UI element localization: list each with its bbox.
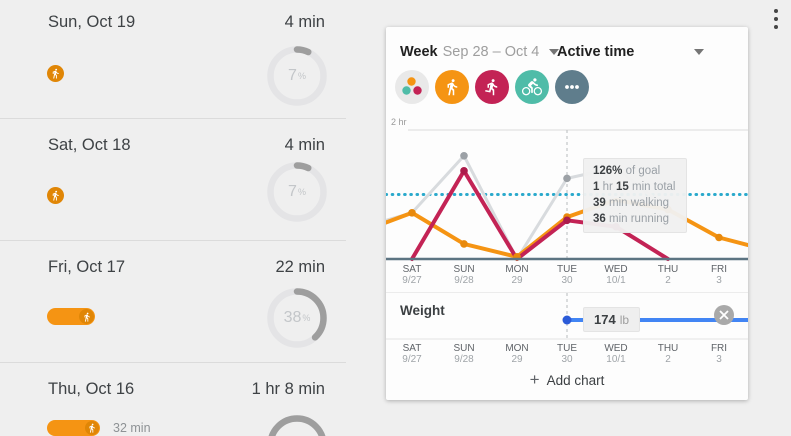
day-date: Fri, Oct 17 [48,258,126,276]
more-activities-button[interactable] [555,70,589,104]
x-tick: SAT 9/27 [402,343,422,365]
weight-chart-x-axis: SAT 9/27 SUN 9/28 MON 29 TUE 30 WED 10/1 THU 2 FRI 3 [386,343,748,367]
walking-duration-bar [47,308,95,325]
cycling-icon [522,78,542,96]
day-summary-row[interactable]: Fri, Oct 17 22 min 38% [0,240,370,362]
active-chart-x-axis: SAT 9/27 SUN 9/28 MON 29 TUE 30 WED 10/1 THU 2 FRI 3 [386,264,748,288]
day-active-time: 1 hr 8 min [251,380,325,398]
day-summary-row[interactable]: Sat, Oct 18 4 min 7% [0,118,370,240]
period-label: Week [400,44,438,60]
plus-icon: + [529,370,540,389]
day-active-time: 4 min [284,136,325,154]
running-filter-button[interactable] [475,70,509,104]
chevron-down-icon [549,49,560,55]
row-divider [0,362,346,363]
day-date: Thu, Oct 16 [48,380,135,398]
week-selector[interactable]: Week Sep 28 – Oct 4 [400,43,560,61]
daily-summary-list: Sun, Oct 19 4 min 7% Sat, Oct 18 4 min [0,0,375,436]
weight-chart-title: Weight [400,303,445,318]
x-tick: MON 29 [505,264,529,286]
walking-icon [47,187,64,204]
running-icon [485,79,498,96]
day-detail-tooltip: 126% of goal 1 hr 15 min total 39 min walk… [583,158,687,233]
goal-percent: 38% [283,309,311,326]
y-axis-top-label: 2 hr [391,117,407,127]
day-date: Sun, Oct 19 [48,13,136,31]
activity-filter-row [395,70,589,104]
chevron-down-icon [694,49,704,55]
metric-label: Active time [557,44,635,60]
day-active-time: 4 min [284,13,325,31]
weight-value-tooltip: 174 lb [583,307,641,332]
walking-duration-label: 32 min [113,421,151,435]
x-tick: THU 2 [657,343,679,365]
walking-filter-button[interactable] [435,70,469,104]
goal-progress-ring: 38% [267,288,327,348]
more-dots-icon [565,85,579,89]
x-tick: TUE 30 [557,343,577,365]
all-activities-filter-button[interactable] [395,70,429,104]
x-tick: TUE 30 [557,264,577,286]
walking-icon [447,79,458,96]
cycling-filter-button[interactable] [515,70,549,104]
walking-duration-bar [47,420,100,436]
goal-progress-ring [267,415,327,436]
x-tick: FRI 3 [710,264,728,286]
x-tick: WED 10/1 [604,264,628,286]
x-tick: MON 29 [505,343,529,365]
activity-cluster-icon [402,77,422,95]
weekly-activity-card: Week Sep 28 – Oct 4 Active time [386,27,748,400]
goal-percent: 7% [288,67,306,84]
section-divider [386,292,748,293]
row-divider [0,118,346,119]
x-tick: FRI 3 [710,343,728,365]
x-tick: WED 10/1 [604,343,628,365]
x-tick: SUN 9/28 [453,264,475,286]
walking-icon [85,421,99,435]
day-summary-row[interactable]: Sun, Oct 19 4 min 7% [0,0,370,118]
goal-percent: 7% [288,183,306,200]
add-chart-button[interactable]: + Add chart [529,370,605,389]
walking-icon [47,65,64,82]
overflow-menu-button[interactable] [768,5,784,35]
goal-progress-ring: 7% [267,162,327,222]
metric-selector[interactable]: Active time [557,43,634,61]
x-tick: SAT 9/27 [402,264,422,286]
row-divider [0,240,346,241]
goal-progress-ring: 7% [267,46,327,106]
walking-icon [79,309,94,324]
remove-weight-chart-button[interactable] [714,305,734,325]
day-summary-row[interactable]: Thu, Oct 16 1 hr 8 min 32 min [0,362,370,436]
day-date: Sat, Oct 18 [48,136,131,154]
close-icon [719,310,729,320]
x-tick: SUN 9/28 [453,343,475,365]
period-range: Sep 28 – Oct 4 [442,44,540,60]
x-tick: THU 2 [657,264,679,286]
day-active-time: 22 min [275,258,325,276]
